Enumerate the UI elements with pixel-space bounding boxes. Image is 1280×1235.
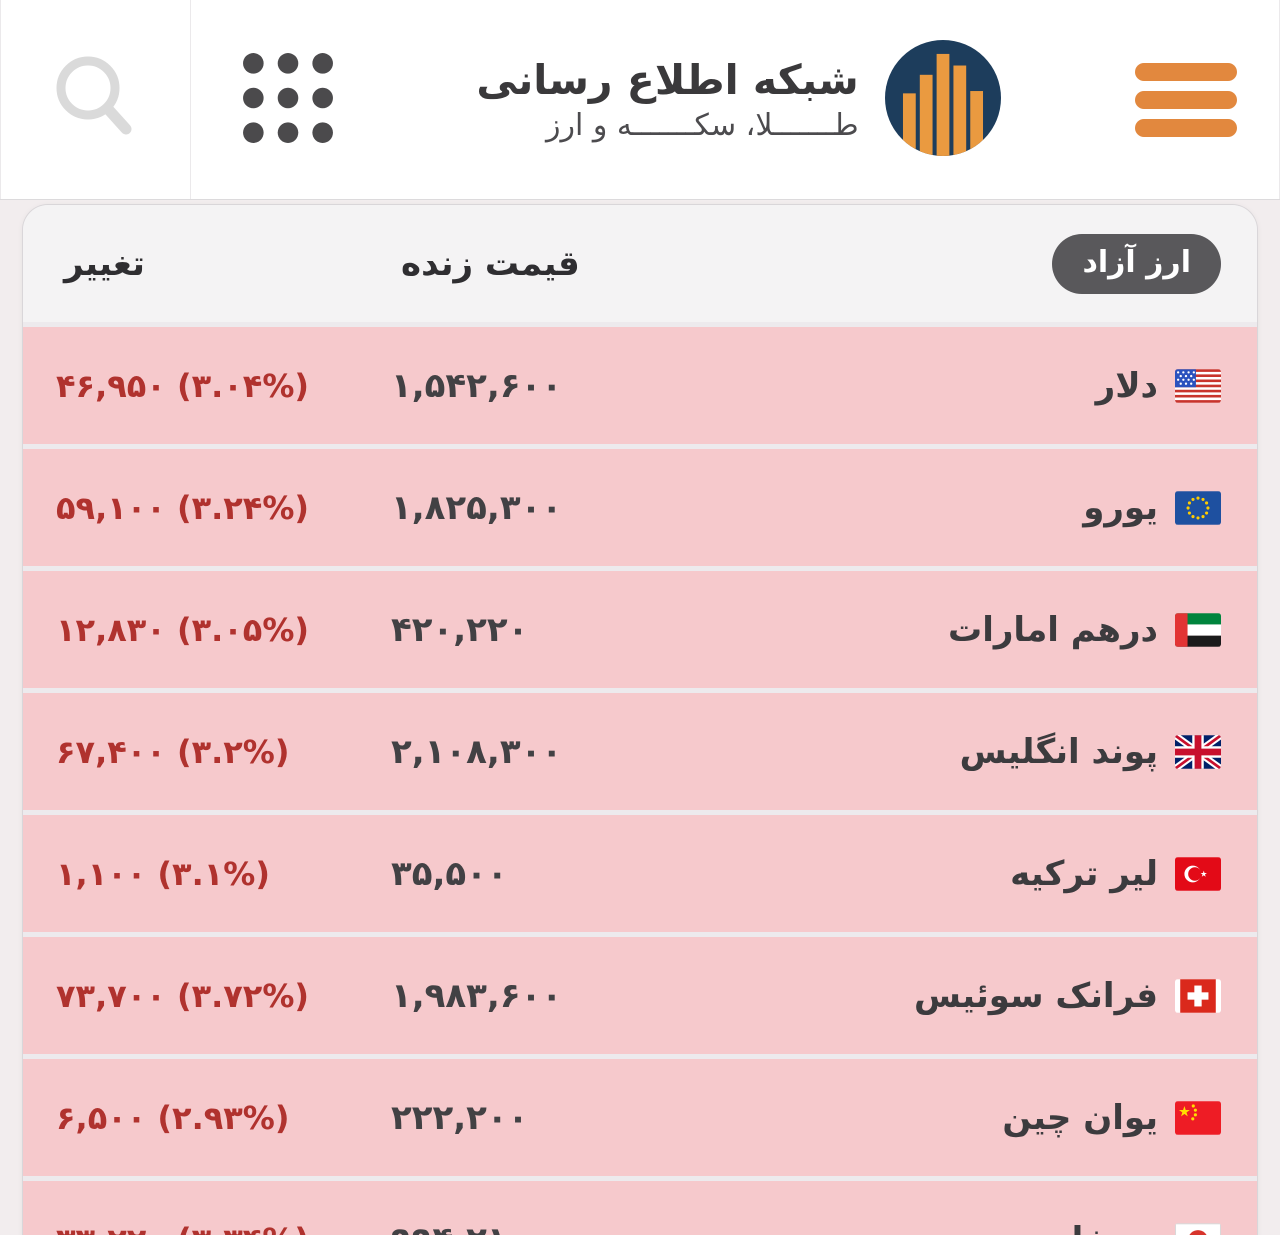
live-price: ۱,۵۴۲,۶۰۰ bbox=[391, 365, 563, 406]
currency-name: پوند انگلیس bbox=[959, 731, 1158, 772]
currency-cell: دلار bbox=[1096, 366, 1221, 406]
table-header-row: تغییر قیمت زنده ارز آزاد bbox=[23, 205, 1257, 322]
price-change: ۱۲,۸۳۰ (۳.۰۵%) bbox=[56, 610, 310, 649]
flag-jp-icon bbox=[1175, 1222, 1221, 1235]
table-row[interactable]: ۷۳,۷۰۰ (۳.۷۲%) ۱,۹۸۳,۶۰۰ فرانک سوئیس bbox=[23, 937, 1257, 1054]
table-row[interactable]: ۳۳,۲۲۰ (۳.۳۴%) ۹۹۴,۲۱۰ ین ژاپن bbox=[23, 1181, 1257, 1235]
table-row[interactable]: ۶,۵۰۰ (۲.۹۳%) ۲۲۲,۲۰۰ یوان چین bbox=[23, 1059, 1257, 1176]
price-change: ۵۹,۱۰۰ (۳.۲۴%) bbox=[56, 488, 310, 527]
flag-us-icon bbox=[1175, 368, 1221, 403]
table-row[interactable]: ۵۹,۱۰۰ (۳.۲۴%) ۱,۸۲۵,۳۰۰ یورو bbox=[23, 449, 1257, 566]
site-subtitle: طـــــــلا، سکـــــــه و ارز bbox=[545, 108, 859, 144]
live-price: ۱,۹۸۳,۶۰۰ bbox=[391, 975, 563, 1016]
flag-tr-icon bbox=[1175, 856, 1221, 891]
apps-menu-button[interactable] bbox=[190, 0, 385, 199]
site-title: شبکه اطلاع رسانی bbox=[476, 55, 859, 104]
flag-ae-icon bbox=[1175, 612, 1221, 647]
live-price: ۴۲۰,۲۲۰ bbox=[391, 609, 529, 650]
currency-name: لیر ترکیه bbox=[1010, 853, 1158, 894]
currency-cell: لیر ترکیه bbox=[1010, 854, 1221, 894]
currency-name: دلار bbox=[1095, 365, 1158, 406]
site-logo-icon bbox=[884, 39, 1001, 160]
logo-texts: شبکه اطلاع رسانی طـــــــلا، سکـــــــه … bbox=[476, 55, 858, 144]
live-price: ۹۹۴,۲۱۰ bbox=[391, 1220, 1028, 1235]
price-change: ۶۷,۴۰۰ (۳.۲%) bbox=[56, 732, 290, 771]
change-column-header: تغییر bbox=[64, 243, 145, 284]
apps-grid-icon bbox=[236, 46, 340, 154]
currency-cell: یوان چین bbox=[1002, 1098, 1221, 1138]
currency-name: درهم امارات bbox=[948, 609, 1158, 650]
currency-cell: پوند انگلیس bbox=[960, 732, 1221, 772]
flag-cn-icon bbox=[1175, 1100, 1221, 1135]
currency-cell: یورو bbox=[1083, 488, 1221, 528]
live-price: ۲,۱۰۸,۳۰۰ bbox=[391, 731, 563, 772]
top-bar: شبکه اطلاع رسانی طـــــــلا، سکـــــــه … bbox=[0, 0, 1280, 200]
currency-name: یوان چین bbox=[1002, 1097, 1158, 1138]
live-price: ۲۲۲,۲۰۰ bbox=[391, 1097, 529, 1138]
search-icon bbox=[46, 48, 146, 152]
currency-rows: ۴۶,۹۵۰ (۳.۰۴%) ۱,۵۴۲,۶۰۰ دلار ۵۹,۱۰۰ (۳.… bbox=[23, 327, 1257, 1235]
main-menu-button[interactable] bbox=[1092, 0, 1280, 199]
table-row[interactable]: ۱۲,۸۳۰ (۳.۰۵%) ۴۲۰,۲۲۰ درهم امارات bbox=[23, 571, 1257, 688]
hamburger-menu-icon bbox=[1134, 62, 1237, 137]
table-row[interactable]: ۱,۱۰۰ (۳.۱%) ۳۵,۵۰۰ لیر ترکیه bbox=[23, 815, 1257, 932]
currency-cell: فرانک سوئیس bbox=[914, 976, 1221, 1016]
table-row[interactable]: ۴۶,۹۵۰ (۳.۰۴%) ۱,۵۴۲,۶۰۰ دلار bbox=[23, 327, 1257, 444]
search-button[interactable] bbox=[0, 0, 190, 199]
live-price: ۱,۸۲۵,۳۰۰ bbox=[391, 487, 563, 528]
table-row[interactable]: ۶۷,۴۰۰ (۳.۲%) ۲,۱۰۸,۳۰۰ پوند انگلیس bbox=[23, 693, 1257, 810]
live-price: ۳۵,۵۰۰ bbox=[391, 853, 508, 894]
price-change: ۶,۵۰۰ (۲.۹۳%) bbox=[56, 1098, 290, 1137]
flag-gb-icon bbox=[1175, 734, 1221, 769]
flag-ch-icon bbox=[1175, 978, 1221, 1013]
site-logo[interactable]: شبکه اطلاع رسانی طـــــــلا، سکـــــــه … bbox=[385, 0, 1092, 199]
price-change: ۴۶,۹۵۰ (۳.۰۴%) bbox=[56, 366, 310, 405]
price-change: ۳۳,۲۲۰ (۳.۳۴%) bbox=[56, 1221, 391, 1235]
price-column-header: قیمت زنده bbox=[401, 243, 580, 284]
currency-cell: ین ژاپن bbox=[1028, 1220, 1221, 1235]
currency-name: یورو bbox=[1083, 487, 1158, 528]
currency-name: ین ژاپن bbox=[1028, 1220, 1158, 1235]
currency-name: فرانک سوئیس bbox=[914, 975, 1158, 1016]
free-currency-badge[interactable]: ارز آزاد bbox=[1052, 233, 1221, 294]
flag-eu-icon bbox=[1175, 490, 1221, 525]
currency-table-card: تغییر قیمت زنده ارز آزاد ۴۶,۹۵۰ (۳.۰۴%) … bbox=[22, 204, 1258, 1235]
price-change: ۱,۱۰۰ (۳.۱%) bbox=[56, 854, 270, 893]
currency-cell: درهم امارات bbox=[948, 610, 1221, 650]
price-change: ۷۳,۷۰۰ (۳.۷۲%) bbox=[56, 976, 310, 1015]
